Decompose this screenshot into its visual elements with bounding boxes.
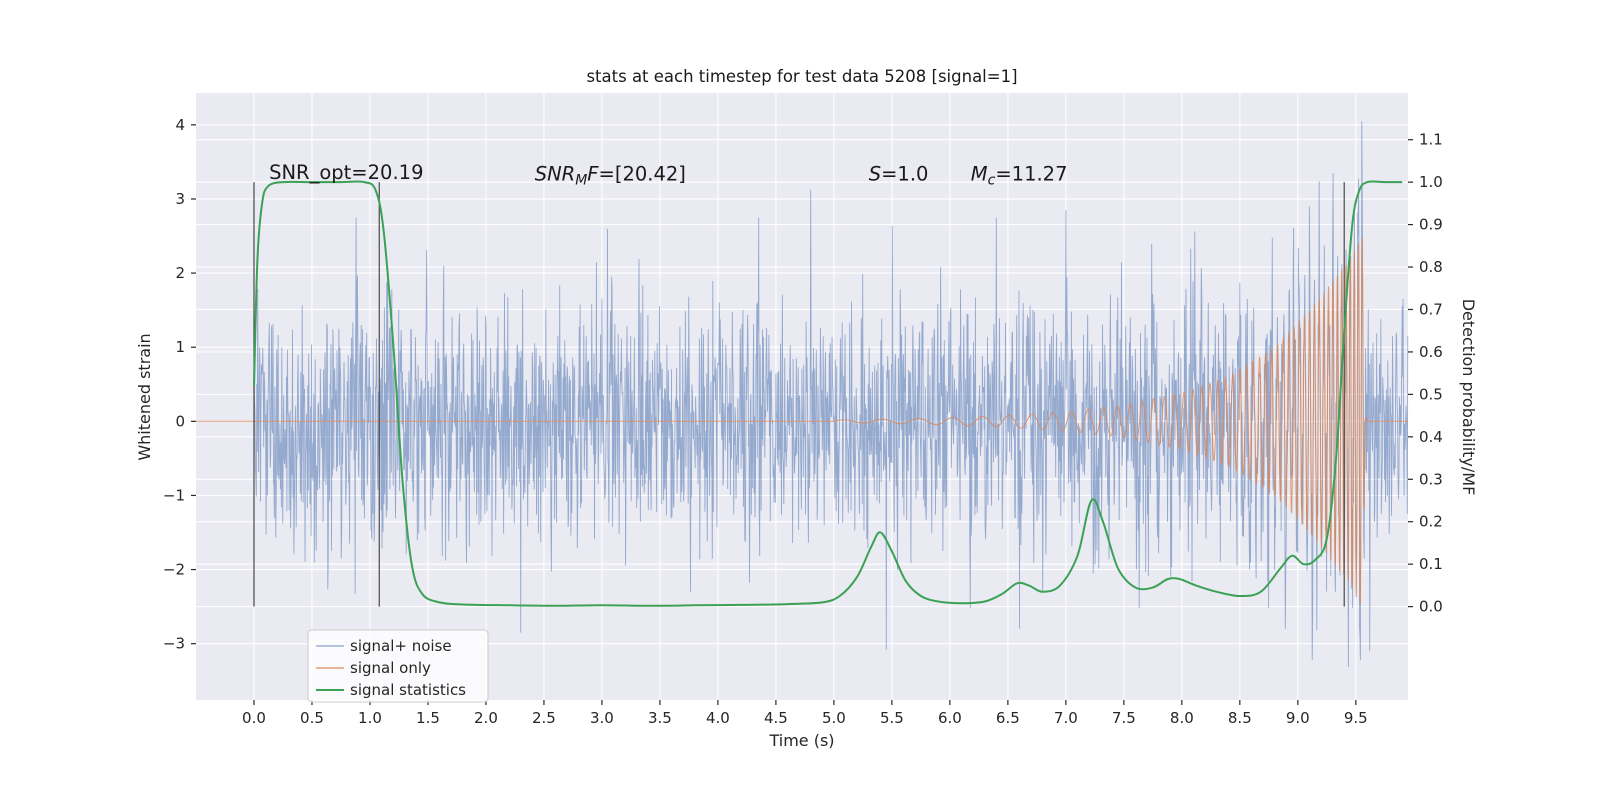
series-signal-only: [196, 238, 1408, 604]
svg-text:0.9: 0.9: [1419, 216, 1443, 234]
svg-text:6.5: 6.5: [996, 709, 1020, 727]
svg-text:0: 0: [175, 412, 185, 430]
series-signal-noise: [253, 121, 1409, 668]
legend-box: [307, 629, 489, 703]
svg-text:2.5: 2.5: [532, 709, 556, 727]
series-signal-statistics: [253, 180, 1403, 607]
svg-text:0.5: 0.5: [1419, 385, 1443, 403]
svg-text:0.4: 0.4: [1419, 428, 1443, 446]
y-axis-right: 0.0 0.1 0.2 0.3 0.4 0.5 0.6 0.7 0.8 0.9 1.0 1.1: [1408, 131, 1443, 616]
svg-text:0.7: 0.7: [1419, 300, 1443, 318]
svg-text:4: 4: [175, 116, 185, 134]
svg-text:7.5: 7.5: [1112, 709, 1136, 727]
svg-text:0.3: 0.3: [1419, 470, 1443, 488]
svg-text:0.0: 0.0: [242, 709, 266, 727]
legend-label: signal only: [350, 659, 431, 677]
svg-text:3: 3: [175, 190, 185, 208]
svg-text:1.0: 1.0: [1419, 173, 1443, 191]
svg-text:−2: −2: [163, 561, 185, 579]
x-axis-label: Time (s): [768, 731, 834, 750]
annotations: SNR_opt=20.19 SNRMF=[20.42] S=1.0 Mc=11.27: [269, 161, 1067, 189]
svg-text:−1: −1: [163, 486, 185, 504]
svg-text:7.0: 7.0: [1054, 709, 1078, 727]
event-marker-vlines: [253, 182, 1345, 607]
svg-text:8.0: 8.0: [1170, 709, 1194, 727]
legend-item-signal-only: signal only: [316, 659, 431, 677]
annotation-s-1-0: S=1.0: [869, 163, 929, 186]
svg-text:9.5: 9.5: [1344, 709, 1368, 727]
legend-item-signal-statistics: signal statistics: [316, 681, 466, 699]
svg-text:2: 2: [175, 264, 185, 282]
y-axis-left: −3 −2 −1 0 1 2 3 4: [163, 116, 196, 653]
svg-text:2.0: 2.0: [474, 709, 498, 727]
legend-label: signal statistics: [350, 681, 466, 699]
svg-text:5.5: 5.5: [880, 709, 904, 727]
svg-text:0.2: 0.2: [1419, 513, 1443, 531]
svg-text:1.5: 1.5: [416, 709, 440, 727]
legend: signal+ noise signal only signal statistic…: [307, 629, 489, 703]
svg-text:0.6: 0.6: [1419, 343, 1443, 361]
svg-text:1.1: 1.1: [1419, 131, 1443, 149]
svg-text:3.0: 3.0: [590, 709, 614, 727]
svg-text:4.5: 4.5: [764, 709, 788, 727]
svg-text:0.0: 0.0: [1419, 598, 1443, 616]
chart-title: stats at each timestep for test data 520…: [586, 67, 1017, 86]
svg-text:0.5: 0.5: [300, 709, 324, 727]
svg-text:1: 1: [175, 338, 185, 356]
legend-label: signal+ noise: [350, 637, 452, 655]
svg-text:1.0: 1.0: [358, 709, 382, 727]
annotation-m-c-11-27: Mc=11.27: [971, 163, 1068, 189]
y-axis-label-right: Detection probability/MF: [1459, 299, 1478, 496]
svg-text:3.5: 3.5: [648, 709, 672, 727]
series-layer: [196, 121, 1409, 668]
svg-text:5.0: 5.0: [822, 709, 846, 727]
legend-item-signal-noise: signal+ noise: [316, 637, 452, 655]
svg-text:9.0: 9.0: [1286, 709, 1310, 727]
svg-text:−3: −3: [163, 635, 185, 653]
svg-text:4.0: 4.0: [706, 709, 730, 727]
x-axis: 0.0 0.5 1.0 1.5 2.0 2.5 3.0 3.5 4.0 4.5 5.0 5.5 6.0 6…: [242, 700, 1368, 727]
annotation-snr-opt-20-19: SNR_opt=20.19: [269, 161, 423, 184]
svg-text:0.1: 0.1: [1419, 555, 1443, 573]
axes-layer: 0.0 0.5 1.0 1.5 2.0 2.5 3.0 3.5 4.0 4.5 5.0 5.5 6.0 6…: [163, 116, 1443, 727]
svg-text:6.0: 6.0: [938, 709, 962, 727]
y-axis-label-left: Whitened strain: [135, 333, 154, 460]
svg-text:8.5: 8.5: [1228, 709, 1252, 727]
svg-text:0.8: 0.8: [1419, 258, 1443, 276]
annotation-snr-mf-20-42: SNRMF=[20.42]: [535, 163, 686, 189]
